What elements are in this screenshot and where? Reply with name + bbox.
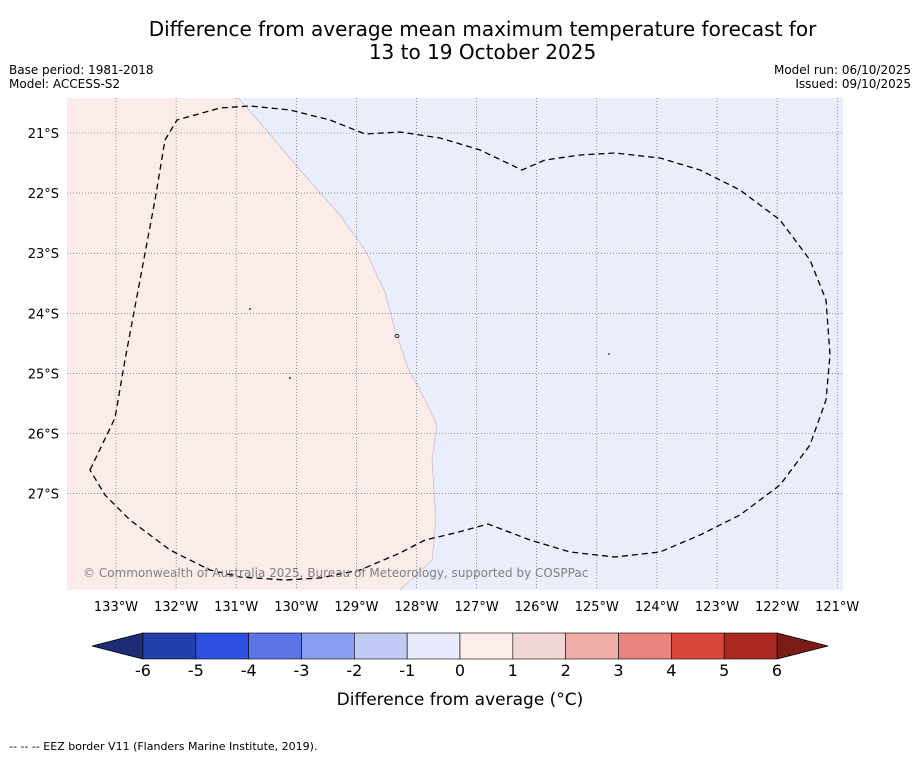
longitude-label: 128°W [394,600,438,615]
longitude-label: 123°W [695,600,739,615]
colorbar-tick-label: -1 [399,661,415,680]
colorbar-swatch [142,632,197,660]
latitude-label: 25°S [28,367,59,382]
latitude-label: 26°S [28,428,59,443]
colorbar-tick-label: 1 [508,661,518,680]
colorbar-tick-label: -3 [294,661,310,680]
colorbar-tick-label: -6 [135,661,151,680]
title-line-1: Difference from average mean maximum tem… [148,17,817,41]
base-period: Base period: 1981-2018 [9,63,154,77]
colorbar-swatch [248,632,302,660]
map-panel [67,97,843,591]
island-mark [394,333,400,338]
longitude-label: 122°W [755,600,799,615]
colorbar-extend-high [776,632,829,660]
longitude-label: 131°W [214,600,258,615]
meta-right: Model run: 06/10/2025 Issued: 09/10/2025 [774,63,911,91]
title-line-2: 13 to 19 October 2025 [368,40,597,64]
eez-border [89,105,831,581]
islands [249,308,610,379]
longitude-label: 126°W [515,600,559,615]
anomaly-contour-edge [237,97,438,591]
longitude-gridlines [115,98,838,590]
colorbar-tick-label: 4 [666,661,676,680]
colorbar-swatch [459,632,514,660]
colorbar-swatch [671,632,725,660]
colorbar-swatch [618,632,672,660]
warm-anomaly-region [67,98,437,590]
latitude-label: 22°S [28,187,59,202]
copyright-notice: © Commonwealth of Australia 2025, Bureau… [83,566,588,580]
longitude-label: 125°W [575,600,619,615]
colorbar-tick-label: 6 [772,661,782,680]
colorbar-swatch [406,632,461,660]
issued-date: Issued: 09/10/2025 [795,77,911,91]
longitude-label: 132°W [154,600,198,615]
latitude-label: 21°S [28,127,59,142]
colorbar-swatch [512,632,566,660]
colorbar-swatch [301,632,355,660]
colorbar-tick-label: 2 [561,661,571,680]
latitude-label: 24°S [28,307,59,322]
colorbar-tick-label: -5 [188,661,204,680]
colorbar-extend-low [91,632,144,660]
longitude-label: 133°W [94,600,138,615]
colorbar-swatch [723,632,778,660]
colorbar-tick-label: 0 [455,661,465,680]
longitude-label: 130°W [274,600,318,615]
meta-left: Base period: 1981-2018 Model: ACCESS-S2 [9,63,154,91]
model-run: Model run: 06/10/2025 [773,63,911,77]
latitude-label: 23°S [28,247,59,262]
colorbar-tick-label: 5 [719,661,729,680]
island-mark [249,308,251,310]
latitude-labels: 21°S 22°S 23°S 24°S 25°S 26°S 27°S [28,127,59,503]
island-mark [608,353,610,355]
colorbar-tick-label: -2 [346,661,362,680]
longitude-labels: 133°W 132°W 131°W 130°W 129°W 128°W 127°W 126°W… [94,600,860,615]
colorbar-swatch [195,632,249,660]
longitude-label: 127°W [455,600,499,615]
chart-title: Difference from average mean maximum tem… [0,18,919,64]
latitude-gridlines [67,132,843,494]
colorbar-tick-label: 3 [613,661,623,680]
longitude-label: 129°W [334,600,378,615]
colorbar-swatch [565,632,619,660]
island-mark [289,377,291,379]
longitude-label: 121°W [815,600,859,615]
colorbar-title: Difference from average (°C) [337,690,584,710]
colorbar-tick-label: -4 [241,661,257,680]
longitude-label: 124°W [635,600,679,615]
colorbar: -6 -5 -4 -3 -2 -1 0 1 2 3 4 5 6 [91,632,829,680]
colorbar-swatch [354,632,408,660]
latitude-label: 27°S [28,488,59,503]
model-name: Model: ACCESS-S2 [9,77,121,91]
legend-footnote: -- -- -- EEZ border V11 (Flanders Marine… [9,740,318,753]
